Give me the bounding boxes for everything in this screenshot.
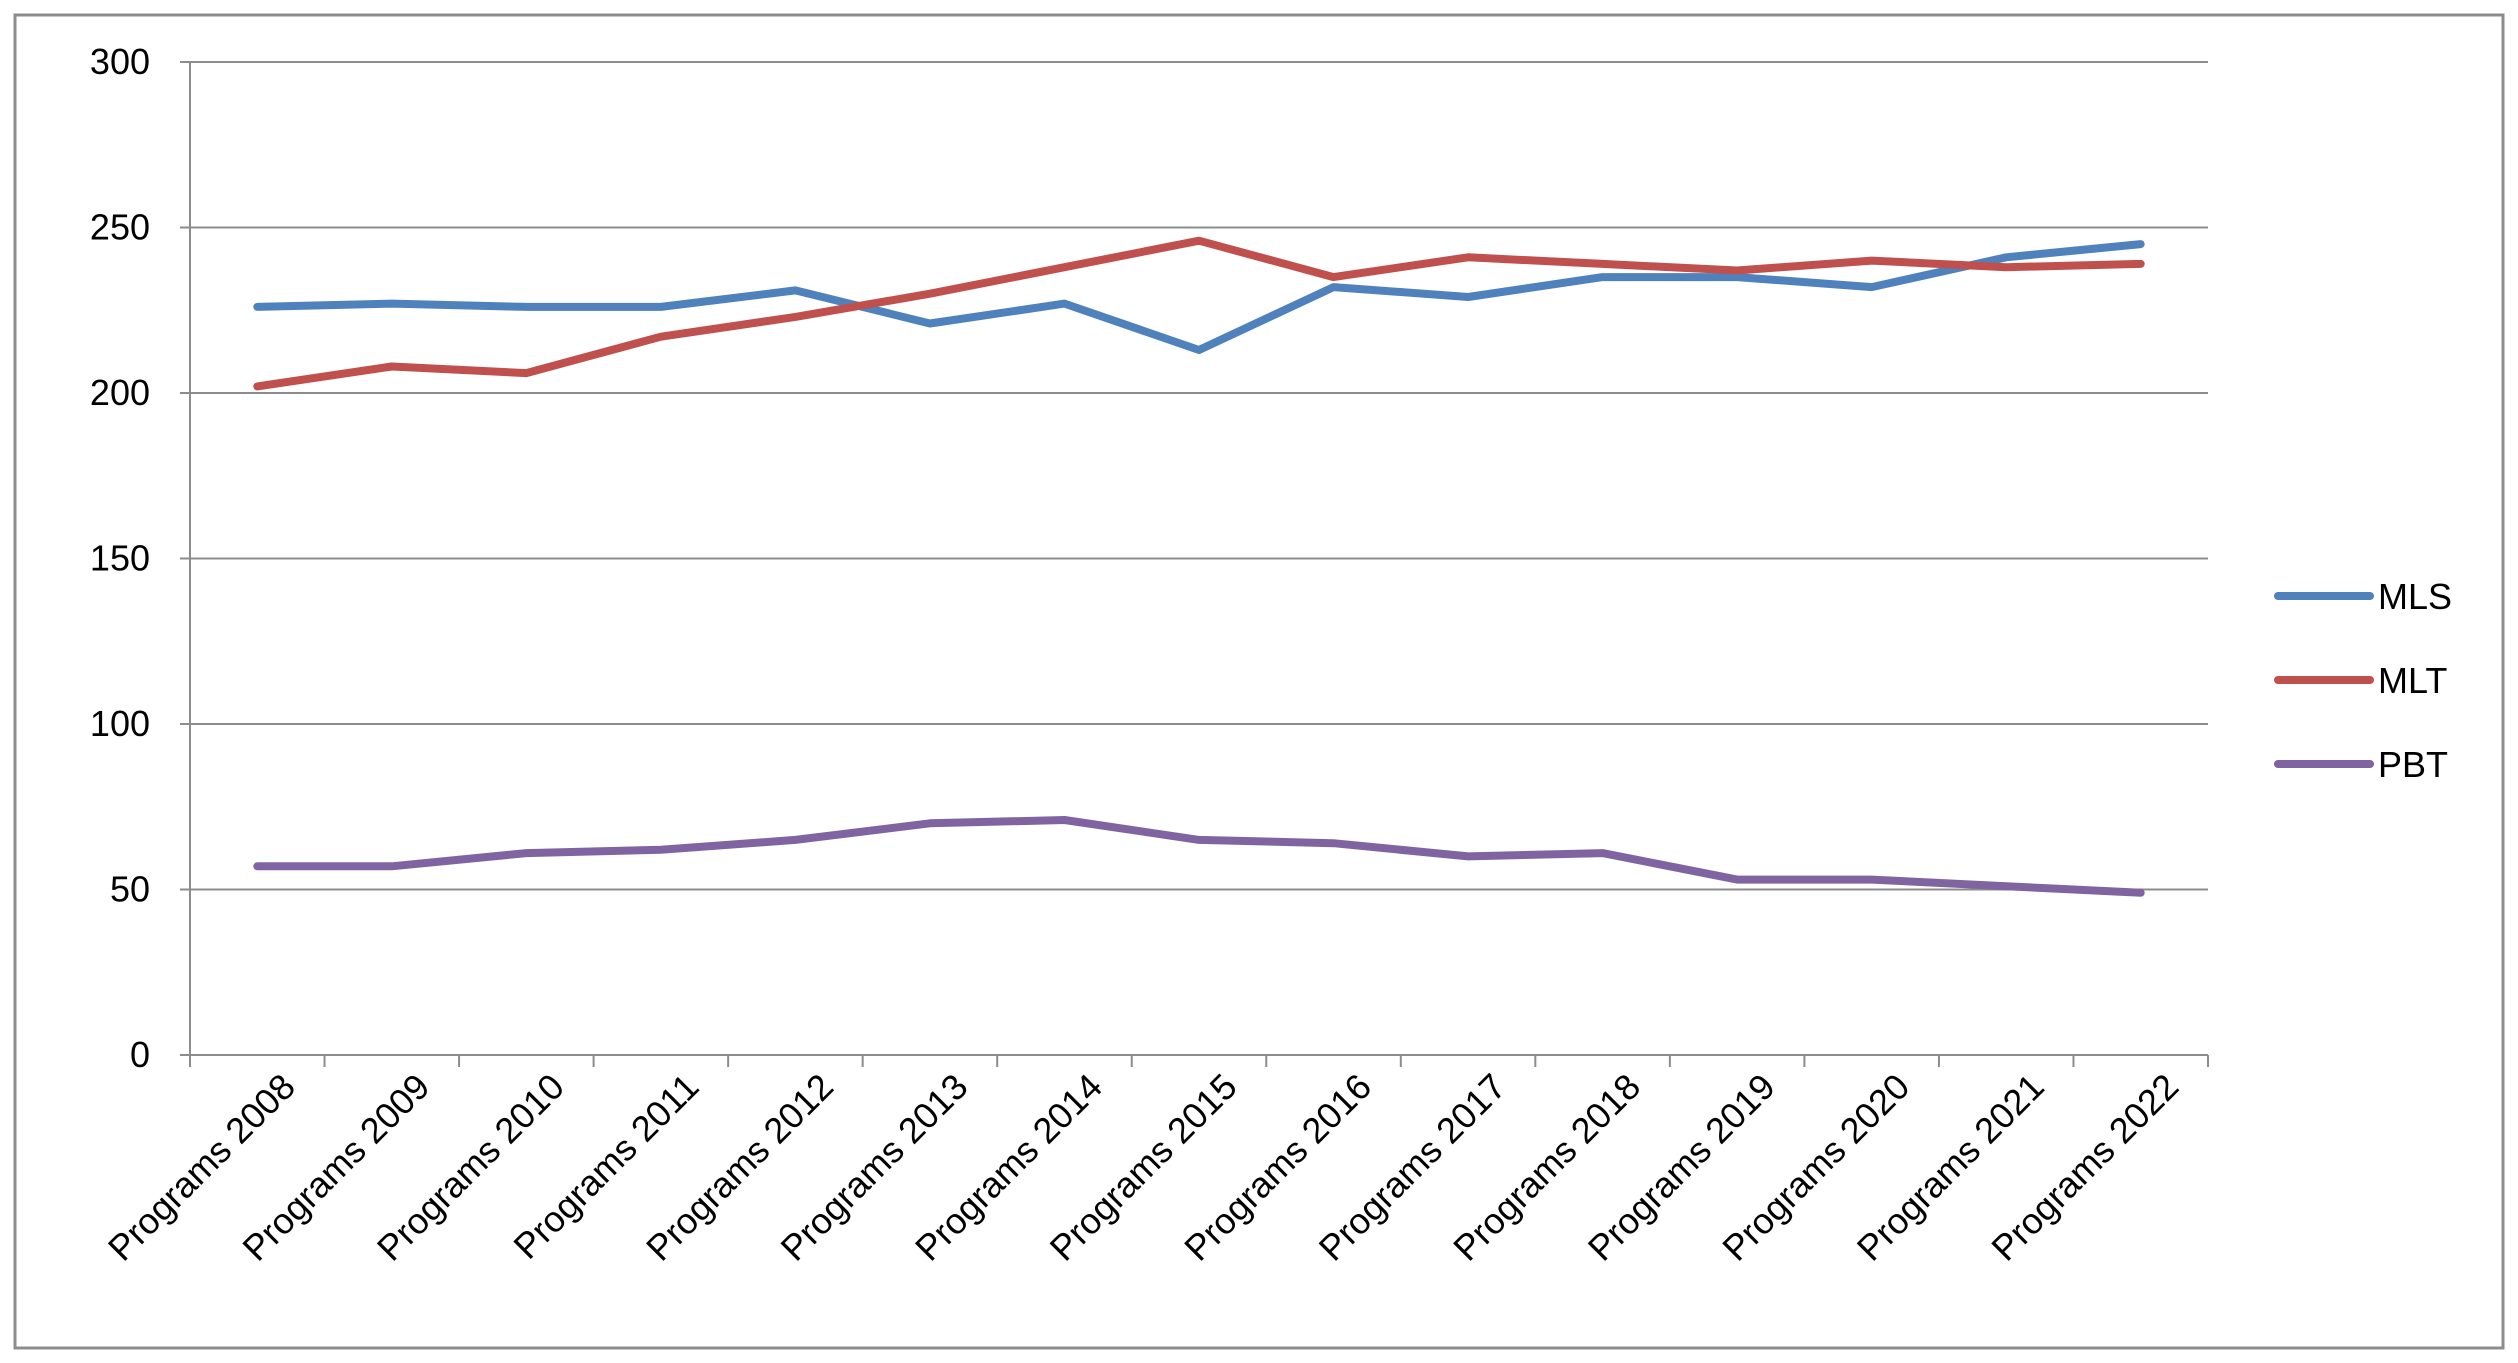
legend-label-pbt: PBT bbox=[2378, 744, 2448, 785]
y-tick-label: 200 bbox=[90, 372, 150, 413]
legend-label-mlt: MLT bbox=[2378, 660, 2447, 701]
series-line-mls bbox=[253, 240, 2145, 354]
y-tick-label: 100 bbox=[90, 703, 150, 744]
y-tick-label: 0 bbox=[130, 1034, 150, 1075]
legend: MLS MLT PBT bbox=[2274, 576, 2452, 785]
legend-label-mls: MLS bbox=[2378, 576, 2452, 617]
series-lines bbox=[253, 236, 2145, 897]
grid-lines bbox=[190, 61, 2208, 891]
y-tick-label: 50 bbox=[110, 869, 150, 910]
series-line-pbt bbox=[253, 816, 2145, 897]
y-tick-label: 250 bbox=[90, 207, 150, 248]
y-tick-label: 300 bbox=[90, 41, 150, 82]
series-line-mlt bbox=[253, 236, 2145, 391]
chart-border bbox=[13, 13, 2505, 1350]
y-tick-label: 150 bbox=[90, 538, 150, 579]
